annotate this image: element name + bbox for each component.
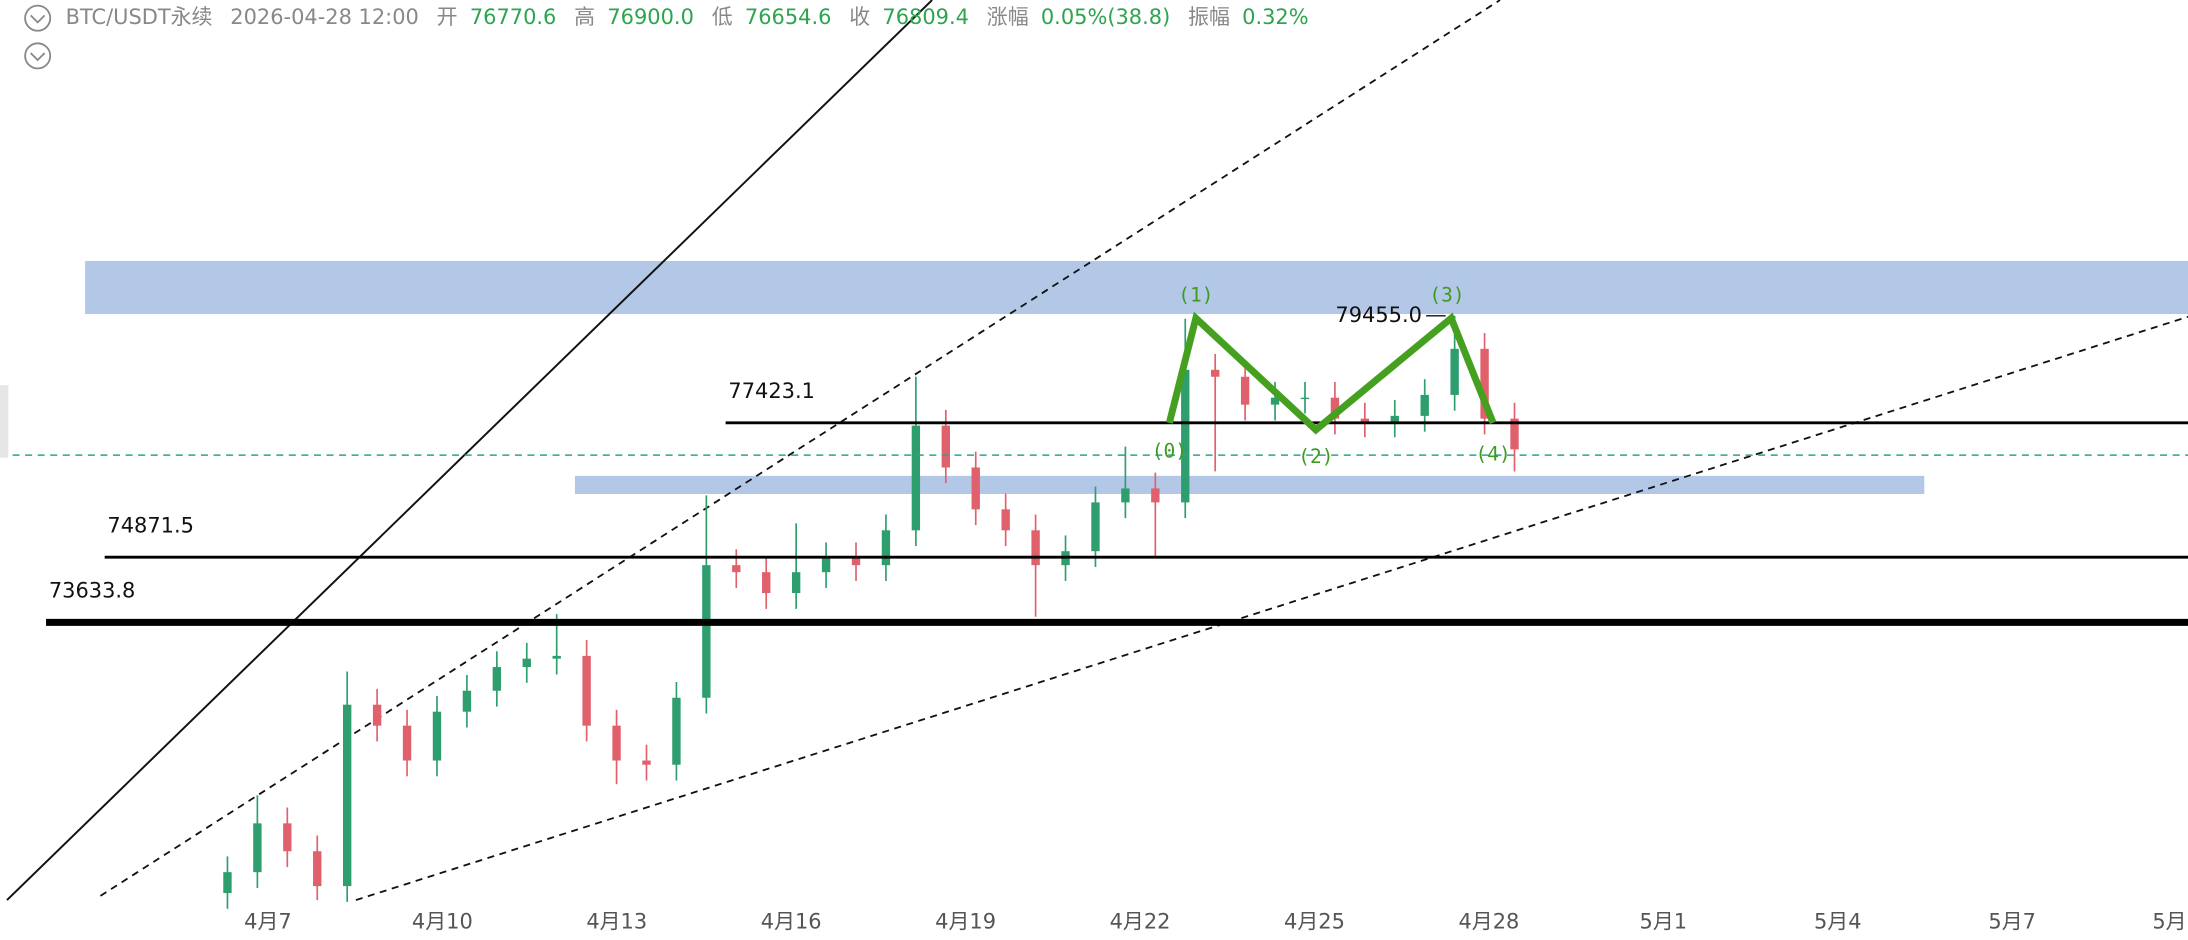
- high-value: 76900.0: [607, 5, 694, 29]
- candle-body: [1300, 397, 1310, 400]
- candle-body: [342, 704, 352, 887]
- low-value: 76654.6: [745, 5, 832, 29]
- level-label: 73633.8: [49, 579, 136, 603]
- chevron: [30, 14, 46, 24]
- x-tick-label: 4月10: [412, 909, 473, 933]
- trend-line-dashed: [99, 0, 1501, 897]
- amplitude-value: 0.32%: [1242, 5, 1308, 29]
- candle-body: [402, 725, 412, 761]
- symbol: BTC/USDT永续: [66, 5, 213, 29]
- amplitude-label: 振幅: [1188, 5, 1230, 29]
- x-tick-label: 5月7: [1988, 909, 2036, 933]
- wave-pattern: [1165, 311, 1497, 435]
- candle-body: [1360, 418, 1370, 422]
- candle-body: [642, 760, 651, 765]
- candle-body: [971, 467, 980, 510]
- candle-body: [1121, 488, 1130, 503]
- close-value: 76809.4: [882, 5, 969, 29]
- level-label: 74871.5: [107, 513, 194, 537]
- wave-label: (0): [1152, 440, 1187, 463]
- wave-label: (1): [1178, 283, 1213, 306]
- candle-body: [223, 872, 232, 894]
- collapse-icon[interactable]: [24, 4, 52, 32]
- levels: 77423.1 74871.5 73633.8 79455.0: [0, 303, 2188, 626]
- candle-body: [791, 572, 801, 594]
- candle-body: [492, 667, 502, 691]
- candle-body: [1091, 502, 1100, 552]
- header: BTC/USDT永续 2026-04-28 12:00 开 76770.6 高 …: [66, 5, 1309, 29]
- low-label: 低: [712, 5, 733, 29]
- level-label: 77423.1: [728, 379, 815, 403]
- x-tick-label: 4月28: [1458, 909, 1519, 933]
- high-label: 高: [574, 5, 595, 29]
- candle-body: [612, 725, 621, 761]
- candle-body: [821, 558, 831, 573]
- expand-icon[interactable]: [24, 42, 52, 70]
- open-label: 开: [437, 5, 458, 29]
- close-label: 收: [849, 5, 870, 29]
- x-tick-label: 4月19: [935, 909, 996, 933]
- zone-upper: [85, 260, 2188, 314]
- wave-label: (3): [1429, 283, 1464, 306]
- candle-body: [881, 530, 891, 566]
- candle-body: [1330, 397, 1340, 419]
- x-tick-label: 5月1: [1640, 909, 1688, 933]
- change-value: 0.05%(38.8): [1041, 5, 1170, 29]
- x-tick-label: 4月16: [761, 909, 822, 933]
- candle-body: [1181, 369, 1190, 503]
- x-tick-label: 4月25: [1284, 909, 1345, 933]
- candle-body: [1151, 488, 1160, 503]
- open-value: 76770.6: [470, 5, 557, 29]
- candle-body: [582, 655, 591, 726]
- zone-lower: [574, 475, 1925, 495]
- candle-body: [1420, 394, 1429, 416]
- candle-body: [1270, 397, 1280, 405]
- trend-line: [6, 0, 933, 901]
- candles: [223, 315, 1519, 909]
- x-tick-label: 4月22: [1110, 909, 1171, 933]
- candle-body: [372, 704, 382, 726]
- x-tick-label: 5月: [2152, 909, 2186, 933]
- wave-label: (4): [1475, 442, 1510, 465]
- candle-body: [1450, 348, 1459, 395]
- candle-body: [432, 711, 442, 761]
- candle-body: [732, 565, 741, 573]
- candle-body: [522, 658, 531, 668]
- candle-body: [283, 823, 292, 852]
- x-tick-label: 4月13: [586, 909, 647, 933]
- trend-line-dashed: [355, 315, 2188, 901]
- candle-body: [1240, 376, 1250, 405]
- x-tick-label: 5月4: [1814, 909, 1862, 933]
- wave-label: (2): [1298, 445, 1333, 468]
- candle-body: [911, 425, 921, 531]
- candle-body: [313, 851, 322, 887]
- candle-body: [851, 558, 861, 566]
- x-tick-label: 4月7: [244, 909, 292, 933]
- candle-body: [1001, 509, 1010, 531]
- candle-body: [253, 823, 262, 873]
- candle-body: [1211, 369, 1220, 377]
- high-marker-label: 79455.0: [1335, 303, 1422, 327]
- candle-body: [1480, 348, 1489, 419]
- candle-body: [1390, 415, 1399, 422]
- candle-body: [552, 655, 561, 659]
- time: 2026-04-28 12:00: [230, 5, 419, 29]
- candle-body: [462, 690, 472, 712]
- candle-body: [1031, 530, 1040, 566]
- side-tab[interactable]: [0, 385, 9, 458]
- candle-body: [941, 425, 950, 468]
- change-label: 涨幅: [987, 5, 1029, 29]
- candle-body: [702, 565, 711, 698]
- chevron: [30, 52, 46, 62]
- candle-body: [762, 572, 771, 594]
- candle-body: [672, 697, 681, 765]
- candle-body: [1510, 418, 1519, 450]
